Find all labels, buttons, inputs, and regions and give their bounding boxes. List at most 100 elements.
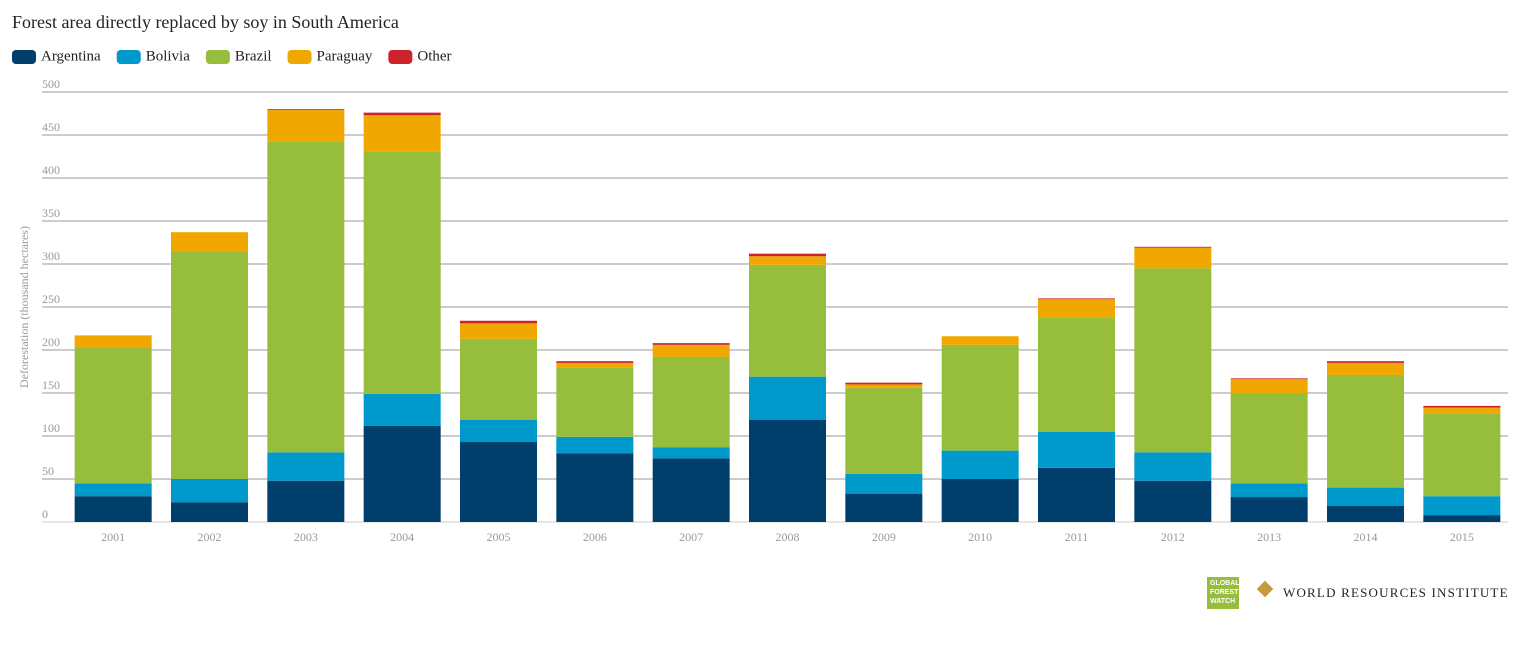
- x-tick-label: 2015: [1450, 530, 1474, 544]
- legend-label: Brazil: [235, 48, 272, 64]
- bar-segment: [749, 419, 826, 522]
- bar-segment: [363, 151, 441, 394]
- y-axis-label: Deforestation (thousand hectares): [17, 226, 31, 388]
- bar-segment: [556, 453, 634, 522]
- bar-segment: [941, 479, 1019, 522]
- bar-segment: [556, 361, 634, 363]
- bar-segment: [460, 320, 537, 324]
- bar-segment: [363, 393, 441, 426]
- badge-text: FOREST: [1210, 589, 1239, 596]
- bar-segment: [845, 473, 923, 494]
- bar-segment: [460, 323, 537, 339]
- bar-segment: [1327, 362, 1404, 375]
- y-tick-label: 500: [42, 77, 60, 91]
- bar-segment: [845, 382, 923, 385]
- bar-segment: [171, 479, 248, 503]
- bar-segment: [1327, 487, 1404, 506]
- org-name: WORLD RESOURCES INSTITUTE: [1283, 585, 1509, 600]
- y-tick-label: 100: [42, 421, 60, 435]
- bar-segment: [1327, 374, 1404, 488]
- legend-swatch: [205, 50, 230, 64]
- bar-segment: [363, 425, 441, 522]
- legend-swatch: [287, 50, 312, 64]
- bar-segment: [1134, 452, 1212, 481]
- bar-segment: [749, 256, 826, 265]
- bar-segment: [1230, 497, 1308, 522]
- legend-swatch: [12, 50, 36, 64]
- bar-segment: [74, 335, 152, 348]
- bar-segment: [1134, 247, 1212, 269]
- y-tick-label: 350: [42, 206, 60, 220]
- bar-segment: [1230, 393, 1308, 484]
- x-tick-label: 2011: [1065, 530, 1089, 544]
- x-tick-label: 2003: [294, 530, 318, 544]
- bar-segment: [1423, 405, 1501, 408]
- wri-logo: [1256, 580, 1274, 598]
- bar-segment: [171, 251, 248, 479]
- y-tick-label: 150: [42, 378, 60, 392]
- bar-segment: [171, 502, 248, 522]
- bar-segment: [652, 447, 730, 459]
- bar-segment: [749, 264, 826, 377]
- y-tick-label: 250: [42, 292, 60, 306]
- gfw-badge: [1207, 577, 1239, 609]
- bar-segment: [267, 480, 345, 522]
- bar-segment: [1423, 413, 1501, 497]
- bar-segment: [1423, 515, 1501, 522]
- bar-segment: [74, 496, 152, 522]
- bar-segment: [267, 110, 345, 142]
- x-tick-label: 2013: [1257, 530, 1281, 544]
- legend-label: Bolivia: [146, 48, 191, 64]
- bar-segment: [749, 253, 826, 257]
- x-tick-label: 2004: [390, 530, 414, 544]
- y-tick-label: 450: [42, 120, 60, 134]
- bar-segment: [1134, 246, 1212, 248]
- x-tick-label: 2008: [776, 530, 800, 544]
- bar-segment: [460, 442, 537, 522]
- bar-segment: [1230, 379, 1308, 393]
- bar-segment: [1134, 268, 1212, 453]
- y-tick-label: 200: [42, 335, 60, 349]
- legend-label: Other: [417, 48, 451, 64]
- bar-segment: [652, 344, 730, 357]
- bar-segment: [460, 419, 537, 443]
- bar-segment: [1230, 483, 1308, 498]
- y-tick-label: 50: [42, 464, 54, 478]
- legend-label: Argentina: [41, 48, 101, 64]
- bar-segment: [1423, 407, 1501, 414]
- y-tick-label: 0: [42, 507, 48, 521]
- bar-segment: [556, 367, 634, 437]
- legend-swatch: [388, 50, 413, 64]
- bar-segment: [74, 347, 152, 484]
- bar-segment: [845, 387, 923, 474]
- chart-title: Forest area directly replaced by soy in …: [12, 12, 399, 32]
- bar-segment: [1423, 496, 1501, 516]
- bar-segment: [363, 115, 441, 152]
- legend-label: Paraguay: [317, 48, 373, 64]
- bar-segment: [1230, 378, 1308, 380]
- bar-segment: [845, 493, 923, 522]
- bar-segment: [267, 452, 345, 481]
- bar-segment: [556, 362, 634, 368]
- bar-segment: [1134, 480, 1212, 522]
- bar-segment: [267, 141, 345, 453]
- x-tick-label: 2001: [101, 530, 125, 544]
- x-tick-label: 2005: [487, 530, 511, 544]
- bar-segment: [1038, 299, 1115, 318]
- bar-segment: [845, 384, 923, 388]
- bar-segment: [652, 458, 730, 522]
- bar-segment: [74, 483, 152, 497]
- badge-text: WATCH: [1210, 598, 1235, 605]
- bar-segment: [941, 344, 1019, 451]
- bar-segment: [941, 450, 1019, 479]
- bar-segment: [1038, 467, 1115, 522]
- x-tick-label: 2007: [679, 530, 703, 544]
- bar-segment: [460, 338, 537, 420]
- bar-segment: [1038, 431, 1115, 468]
- x-tick-label: 2009: [872, 530, 896, 544]
- bar-segment: [363, 112, 441, 116]
- bar-segment: [941, 336, 1019, 345]
- y-tick-label: 300: [42, 249, 60, 263]
- x-tick-label: 2010: [968, 530, 992, 544]
- x-tick-label: 2006: [583, 530, 607, 544]
